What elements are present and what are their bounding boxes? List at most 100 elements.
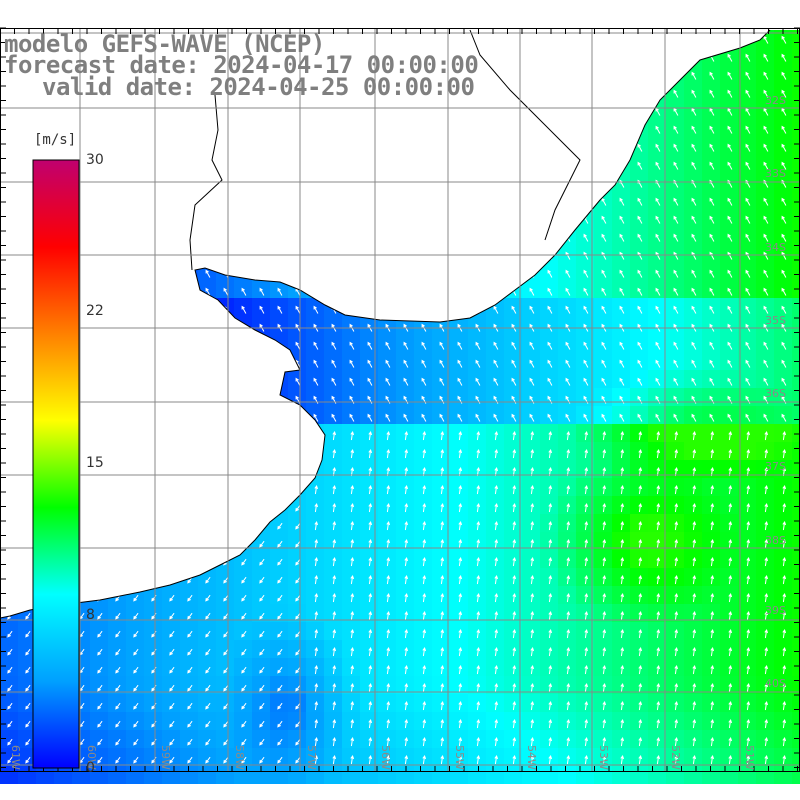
wind-arrow	[763, 89, 769, 98]
wind-arrow	[187, 738, 193, 746]
wind-arrow	[439, 413, 445, 422]
wind-arrow	[404, 718, 409, 729]
wind-arrow	[692, 700, 697, 711]
wind-arrow	[349, 413, 355, 422]
wind-arrow	[619, 269, 625, 278]
wind-arrow	[782, 610, 787, 621]
wind-arrow	[674, 538, 679, 549]
wind-arrow	[763, 125, 769, 134]
wind-arrow	[404, 592, 409, 603]
wind-arrow	[295, 684, 301, 692]
wind-arrow	[530, 700, 535, 711]
wind-arrow	[440, 682, 445, 693]
wind-arrow	[241, 612, 247, 620]
wind-arrow	[25, 666, 31, 674]
wind-arrow	[349, 359, 355, 368]
wind-arrow	[547, 359, 553, 368]
wind-arrow	[422, 574, 427, 585]
wind-arrow	[602, 574, 607, 585]
wind-arrow	[529, 413, 535, 422]
coastline	[0, 29, 771, 619]
wind-arrow	[547, 377, 553, 386]
wind-arrow	[655, 377, 661, 386]
wind-arrow	[332, 502, 337, 513]
wind-arrow	[404, 646, 409, 657]
wind-arrow	[710, 700, 715, 711]
wind-arrow	[764, 628, 769, 639]
wind-arrow	[97, 738, 103, 746]
wind-arrow	[601, 377, 607, 386]
wind-arrow	[656, 646, 661, 657]
longitude-label: 56W	[379, 745, 392, 770]
wind-arrow	[638, 520, 643, 531]
wind-arrow	[638, 736, 643, 747]
wind-arrow	[494, 718, 499, 729]
colorbar-unit: [m/s]	[34, 132, 77, 148]
wind-arrow	[25, 702, 31, 710]
wind-arrow	[422, 628, 427, 639]
wind-arrow	[476, 628, 481, 639]
wind-arrow	[710, 430, 715, 441]
wind-arrow	[745, 287, 751, 296]
wind-arrow	[637, 143, 643, 152]
wind-arrow	[494, 646, 499, 657]
wind-arrow	[440, 592, 445, 603]
wind-arrow	[440, 448, 445, 459]
wind-arrow	[277, 738, 283, 746]
wind-arrow	[277, 594, 283, 602]
colorbar-tick-label: 8	[86, 607, 95, 623]
wind-arrow	[529, 359, 535, 368]
wind-arrow	[638, 592, 643, 603]
wind-arrow	[494, 664, 499, 675]
wind-arrow	[602, 592, 607, 603]
wind-arrow	[692, 664, 697, 675]
longitude-label: 52W	[669, 745, 682, 770]
wind-arrow	[619, 377, 625, 386]
wind-arrow	[655, 125, 661, 134]
wind-arrow	[205, 720, 211, 728]
wind-arrow	[368, 700, 373, 711]
longitude-labels: 61W 60W 59W 58W 57W 56W 55W 54W 53W 52W 51W	[9, 745, 756, 770]
wind-arrow	[727, 359, 733, 368]
wind-arrow	[745, 341, 751, 350]
wind-arrow	[259, 305, 265, 314]
wind-arrow	[548, 592, 553, 603]
wind-arrow	[385, 377, 391, 386]
wind-arrow	[763, 269, 769, 278]
wind-arrow	[512, 430, 517, 441]
wind-arrow	[25, 684, 31, 692]
coastline-land	[0, 28, 800, 619]
wind-arrow	[620, 592, 625, 603]
wind-arrow	[727, 89, 733, 98]
wind-arrow	[205, 612, 211, 620]
wind-arrow	[187, 684, 193, 692]
wind-arrow	[710, 610, 715, 621]
wind-arrow	[187, 756, 193, 764]
wind-arrow	[368, 520, 373, 531]
wind-arrow	[566, 592, 571, 603]
wind-arrow	[619, 197, 625, 206]
wind-arrow	[440, 700, 445, 711]
wind-arrow	[331, 377, 337, 386]
wind-arrow	[277, 540, 283, 548]
wind-arrow	[781, 71, 787, 80]
wind-arrow	[223, 738, 229, 746]
wind-arrow	[727, 233, 733, 242]
wind-arrow	[368, 718, 373, 729]
latitude-label: 38S	[765, 534, 786, 547]
wind-arrow	[781, 233, 787, 242]
wind-arrow	[728, 754, 733, 765]
wind-arrow	[566, 664, 571, 675]
wind-arrow	[404, 682, 409, 693]
wind-arrow	[314, 682, 319, 693]
wind-arrow	[728, 538, 733, 549]
wind-arrow	[512, 592, 517, 603]
wind-arrow	[223, 594, 229, 602]
wind-arrow	[583, 377, 589, 386]
wind-arrow	[584, 430, 589, 441]
wind-arrow	[241, 558, 247, 566]
wind-arrow	[241, 720, 247, 728]
wind-arrow	[530, 628, 535, 639]
wind-arrow	[295, 522, 301, 530]
wind-arrow	[512, 628, 517, 639]
